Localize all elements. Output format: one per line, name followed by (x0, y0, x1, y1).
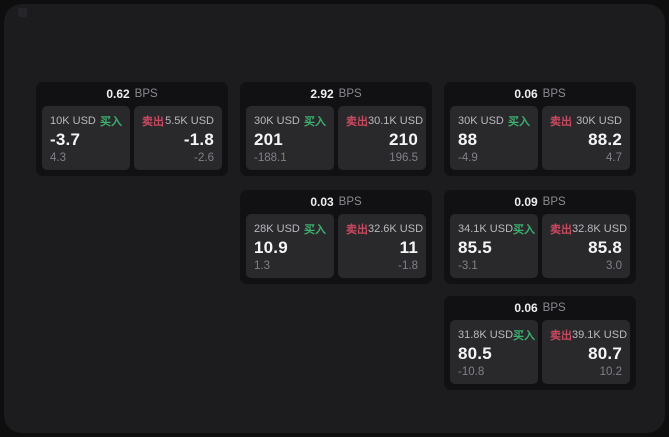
sell-label: 卖出 (550, 224, 572, 236)
bps-header: 0.03 BPS (240, 190, 432, 214)
sell-panel[interactable]: 卖出 32.6K USD 11 -1.8 (338, 214, 426, 278)
bps-value: 0.06 (514, 301, 538, 315)
sell-amount: 32.8K USD (572, 223, 628, 235)
buy-sub-value: -4.9 (458, 152, 478, 164)
sell-label: 卖出 (550, 116, 572, 128)
sell-amount: 5.5K USD (165, 115, 214, 127)
buy-panel[interactable]: 10K USD 买入 -3.7 4.3 (42, 106, 130, 170)
bps-header: 0.06 BPS (444, 296, 636, 320)
bps-unit-label: BPS (134, 88, 158, 100)
buy-panel[interactable]: 34.1K USD 买入 85.5 -3.1 (450, 214, 538, 278)
sell-sub-value: -2.6 (194, 152, 214, 164)
sell-label: 卖出 (550, 330, 572, 342)
sell-sub-value: 196.5 (389, 152, 418, 164)
sell-price: 88.2 (588, 130, 622, 150)
bps-header: 0.62 BPS (36, 82, 228, 106)
quote-panels: 34.1K USD 买入 85.5 -3.1 卖出 32.8K USD 85.8… (444, 214, 636, 278)
buy-label: 买入 (513, 224, 536, 236)
quote-panels: 28K USD 买入 10.9 1.3 卖出 32.6K USD 11 -1.8 (240, 214, 432, 278)
buy-amount: 31.8K USD (458, 329, 514, 341)
quote-card: 2.92 BPS 30K USD 买入 201 -188.1 卖出 30.1K … (240, 82, 432, 176)
buy-label: 买入 (304, 224, 326, 236)
bps-value: 2.92 (310, 87, 334, 101)
buy-panel[interactable]: 31.8K USD 买入 80.5 -10.8 (450, 320, 538, 384)
buy-amount: 30K USD (254, 115, 300, 127)
sell-amount: 30K USD (576, 115, 622, 127)
quote-card: 0.06 BPS 30K USD 买入 88 -4.9 卖出 30K USD 8… (444, 82, 636, 176)
sell-panel[interactable]: 卖出 32.8K USD 85.8 3.0 (542, 214, 630, 278)
sell-amount: 32.6K USD (368, 223, 424, 235)
buy-sub-value: -3.1 (458, 260, 478, 272)
bps-header: 2.92 BPS (240, 82, 432, 106)
sell-price: 80.7 (588, 344, 622, 364)
app-icon (18, 8, 27, 17)
sell-panel[interactable]: 卖出 30.1K USD 210 196.5 (338, 106, 426, 170)
bps-value: 0.03 (310, 195, 334, 209)
sell-price: 85.8 (588, 238, 622, 258)
sell-label: 卖出 (142, 116, 164, 128)
bps-value: 0.62 (106, 87, 130, 101)
buy-label: 买入 (508, 116, 530, 128)
sell-sub-value: 10.2 (599, 366, 622, 378)
bps-unit-label: BPS (338, 88, 362, 100)
buy-amount: 10K USD (50, 115, 96, 127)
buy-price: 10.9 (254, 238, 288, 258)
sell-panel[interactable]: 卖出 5.5K USD -1.8 -2.6 (134, 106, 222, 170)
sell-sub-value: -1.8 (398, 260, 418, 272)
sell-label: 卖出 (346, 116, 368, 128)
sell-amount: 39.1K USD (572, 329, 628, 341)
sell-label: 卖出 (346, 224, 368, 236)
quote-panels: 30K USD 买入 88 -4.9 卖出 30K USD 88.2 4.7 (444, 106, 636, 170)
buy-amount: 34.1K USD (458, 223, 514, 235)
buy-amount: 30K USD (458, 115, 504, 127)
bps-unit-label: BPS (338, 196, 362, 208)
buy-price: 88 (458, 130, 478, 150)
sell-price: 11 (399, 238, 418, 258)
buy-price: 85.5 (458, 238, 492, 258)
quote-card: 0.03 BPS 28K USD 买入 10.9 1.3 卖出 32.6K US… (240, 190, 432, 284)
buy-amount: 28K USD (254, 223, 300, 235)
bps-value: 0.09 (514, 195, 538, 209)
quote-card: 0.09 BPS 34.1K USD 买入 85.5 -3.1 卖出 32.8K… (444, 190, 636, 284)
bps-unit-label: BPS (542, 196, 566, 208)
buy-panel[interactable]: 28K USD 买入 10.9 1.3 (246, 214, 334, 278)
buy-sub-value: 1.3 (254, 260, 270, 272)
bps-header: 0.09 BPS (444, 190, 636, 214)
buy-sub-value: -10.8 (458, 366, 485, 378)
sell-panel[interactable]: 卖出 30K USD 88.2 4.7 (542, 106, 630, 170)
buy-sub-value: -188.1 (254, 152, 287, 164)
bps-unit-label: BPS (542, 302, 566, 314)
quote-panels: 31.8K USD 买入 80.5 -10.8 卖出 39.1K USD 80.… (444, 320, 636, 384)
bps-unit-label: BPS (542, 88, 566, 100)
buy-panel[interactable]: 30K USD 买入 88 -4.9 (450, 106, 538, 170)
buy-price: 201 (254, 130, 283, 150)
bps-value: 0.06 (514, 87, 538, 101)
quote-card: 0.06 BPS 31.8K USD 买入 80.5 -10.8 卖出 39.1… (444, 296, 636, 390)
sell-sub-value: 4.7 (606, 152, 622, 164)
quote-panels: 30K USD 买入 201 -188.1 卖出 30.1K USD 210 1… (240, 106, 432, 170)
sell-price: -1.8 (183, 130, 214, 150)
buy-panel[interactable]: 30K USD 买入 201 -188.1 (246, 106, 334, 170)
buy-price: -3.7 (50, 130, 81, 150)
bps-header: 0.06 BPS (444, 82, 636, 106)
quote-card: 0.62 BPS 10K USD 买入 -3.7 4.3 卖出 5.5K USD… (36, 82, 228, 176)
buy-price: 80.5 (458, 344, 492, 364)
sell-sub-value: 3.0 (606, 260, 622, 272)
sell-price: 210 (389, 130, 418, 150)
sell-panel[interactable]: 卖出 39.1K USD 80.7 10.2 (542, 320, 630, 384)
buy-label: 买入 (513, 330, 536, 342)
buy-label: 买入 (100, 116, 122, 128)
quote-panels: 10K USD 买入 -3.7 4.3 卖出 5.5K USD -1.8 -2.… (36, 106, 228, 170)
sell-amount: 30.1K USD (368, 115, 424, 127)
buy-sub-value: 4.3 (50, 152, 66, 164)
buy-label: 买入 (304, 116, 326, 128)
